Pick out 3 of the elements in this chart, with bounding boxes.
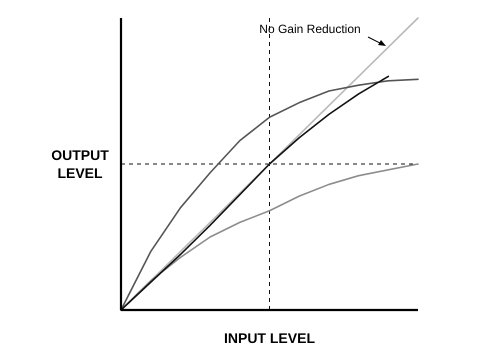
annotation: No Gain Reduction (259, 22, 361, 36)
y-axis-title: OUTPUT LEVEL (51, 147, 110, 181)
x-axis-title: INPUT LEVEL (224, 330, 316, 346)
